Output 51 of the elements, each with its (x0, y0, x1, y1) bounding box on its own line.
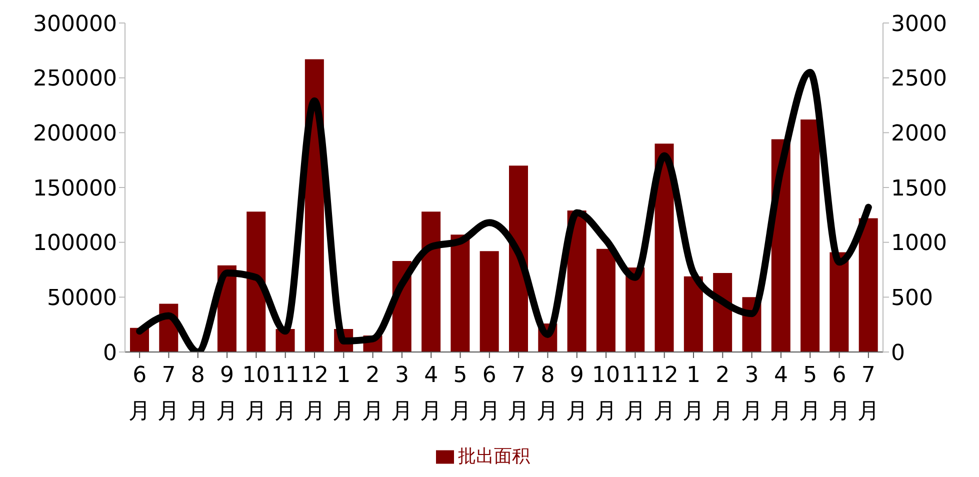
bar (830, 252, 849, 352)
bar (509, 166, 528, 352)
x-tick-label: 10月 (592, 363, 620, 424)
y-tick-label: 250000 (33, 66, 117, 92)
x-tick-label: 10月 (242, 363, 270, 424)
x-tick-label: 11月 (271, 363, 300, 424)
x-tick-label: 12月 (650, 363, 678, 424)
bar (246, 212, 266, 352)
x-tick-label: 1月 (682, 363, 704, 424)
legend-label: 批出面积 (458, 446, 530, 467)
x-tick-label: 8月 (186, 363, 209, 424)
x-tick-label: 3月 (390, 363, 413, 424)
x-tick-label: 2月 (712, 363, 734, 424)
bar (858, 218, 878, 352)
y-tick-label: 150000 (33, 176, 117, 202)
bar (684, 276, 703, 352)
x-tick-label: 4月 (770, 363, 792, 424)
x-tick-label: 1月 (332, 363, 355, 424)
y2-tick-label: 1000 (891, 231, 947, 256)
x-tick-label: 7月 (508, 363, 530, 424)
bar (596, 248, 616, 352)
bar (480, 251, 499, 352)
x-tick-label: 5月 (449, 363, 472, 424)
x-tick-label: 7月 (158, 363, 180, 424)
x-tick-label: 6月 (828, 363, 850, 424)
x-tick-label: 4月 (420, 363, 442, 424)
x-tick-label: 3月 (740, 363, 763, 424)
x-tick-label: 6月 (478, 363, 500, 424)
x-tick-label: 2月 (362, 363, 384, 424)
y-tick-label: 100000 (33, 231, 117, 256)
x-tick-label: 5月 (799, 363, 822, 424)
x-tick-label: 9月 (566, 363, 588, 424)
x-tick-label: 8月 (536, 363, 559, 424)
y2-tick-label: 2000 (891, 121, 947, 146)
y2-tick-label: 500 (891, 286, 933, 311)
y2-tick-label: 3000 (891, 12, 947, 37)
x-tick-label: 12月 (300, 363, 328, 424)
y2-tick-label: 2500 (891, 66, 947, 92)
bar (800, 120, 820, 352)
y-tick-label: 0 (103, 340, 117, 366)
y2-tick-label: 0 (891, 340, 905, 366)
y2-tick-label: 1500 (891, 176, 947, 202)
x-tick-label: 9月 (216, 363, 238, 424)
bar (422, 212, 441, 352)
y-tick-label: 300000 (33, 12, 117, 37)
x-tick-label: 6月 (128, 363, 151, 424)
x-tick-label: 7月 (857, 363, 880, 424)
x-tick-label: 11月 (621, 363, 650, 424)
y-tick-label: 50000 (47, 286, 117, 311)
y-tick-label: 200000 (33, 121, 117, 146)
bar (450, 234, 470, 352)
